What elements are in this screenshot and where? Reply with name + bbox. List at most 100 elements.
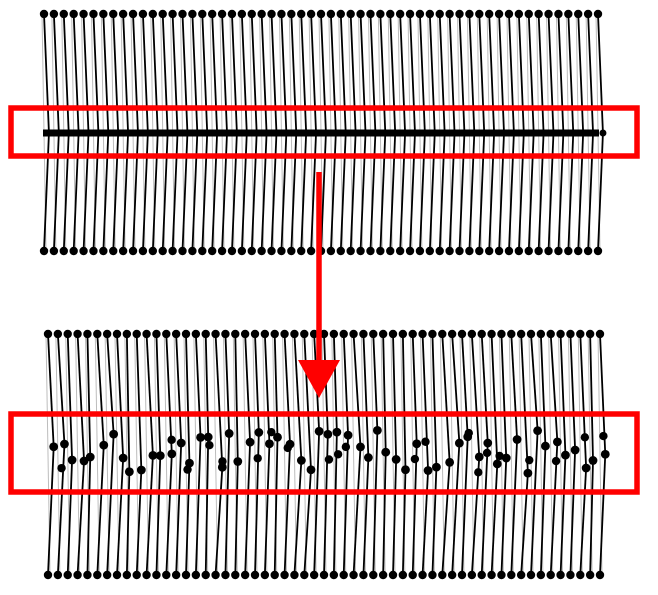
center-dot <box>233 457 243 466</box>
top-head-dot <box>290 329 299 339</box>
chain-upper-segment <box>102 13 110 134</box>
top-head-dot <box>369 329 378 339</box>
chain-upper-segment <box>438 13 446 134</box>
center-dot <box>323 429 333 439</box>
chain-lower-segment <box>224 433 231 576</box>
top-head-dot <box>566 329 575 339</box>
top-head-dot <box>457 329 467 339</box>
chain-lower-segment <box>43 132 50 252</box>
center-dot <box>533 426 543 436</box>
center-dot <box>474 468 483 477</box>
chain-upper-segment <box>392 333 398 460</box>
chain-upper-segment <box>520 333 529 474</box>
center-dot <box>431 129 439 137</box>
chain-upper-segment <box>342 333 349 436</box>
chain-upper-segment <box>72 13 80 134</box>
bottom-head-dot <box>319 570 329 580</box>
bottom-head-dot <box>178 246 187 256</box>
top-head-dot <box>339 329 348 339</box>
top-head-dot <box>162 329 171 339</box>
bottom-head-dot <box>556 570 565 580</box>
bottom-head-dot <box>99 246 108 256</box>
chain-lower-segment <box>280 132 288 252</box>
center-dot <box>333 450 343 459</box>
top-head-dot <box>59 9 68 19</box>
chain-lower-segment <box>142 132 149 252</box>
top-head-dot <box>102 329 112 339</box>
center-dot <box>363 453 373 462</box>
top-head-dot <box>564 9 573 19</box>
center-dot <box>205 440 214 450</box>
chain-lower-segment <box>379 132 387 252</box>
chain-lower-segment <box>577 132 585 252</box>
chain-lower-segment <box>214 467 224 576</box>
bottom-head-dot <box>306 246 316 256</box>
chain-upper-segment <box>86 333 92 458</box>
chain-upper-segment <box>579 333 588 469</box>
top-head-dot <box>168 9 177 19</box>
chain-upper-segment <box>43 13 50 134</box>
chain-lower-segment <box>320 132 327 252</box>
chain-lower-segment <box>587 132 594 252</box>
center-dot <box>600 449 610 459</box>
chain-lower-segment <box>132 132 139 252</box>
top-head-dot <box>79 9 88 19</box>
chain-upper-segment <box>62 13 70 134</box>
top-head-dot <box>504 9 514 19</box>
chain-lower-segment <box>490 463 499 576</box>
chain-lower-segment <box>517 132 525 252</box>
chain-lower-segment <box>478 132 486 252</box>
chain-upper-segment <box>547 13 555 134</box>
top-head-dot <box>336 9 345 19</box>
top-head-dot <box>455 9 464 19</box>
top-head-dot <box>53 329 63 339</box>
bottom-head-dot <box>198 246 207 256</box>
center-dot <box>352 129 360 137</box>
chain-lower-segment <box>52 132 60 252</box>
chain-upper-segment <box>451 333 461 444</box>
top-head-dot <box>435 9 444 19</box>
top-head-dot <box>237 9 247 19</box>
bottom-head-dot <box>514 246 524 256</box>
center-dot <box>176 438 186 448</box>
bottom-head-dot <box>270 570 279 580</box>
chain-lower-segment <box>510 439 518 576</box>
chain-upper-segment <box>96 333 105 446</box>
center-dot <box>432 462 441 472</box>
center-dot <box>283 443 292 453</box>
bottom-head-dot <box>504 246 514 256</box>
chain-lower-segment <box>82 132 90 252</box>
bottom-head-dot <box>356 246 365 256</box>
top-head-dot <box>122 329 132 339</box>
chain-lower-segment <box>263 443 271 576</box>
top-head-dot <box>99 9 108 19</box>
bottom-head-dot <box>526 570 536 580</box>
bottom-head-dot <box>369 570 378 580</box>
top-head-dot <box>593 9 603 19</box>
chain-lower-segment <box>244 442 251 576</box>
bottom-head-dot <box>576 570 585 580</box>
bottom-head-dot <box>297 246 306 256</box>
center-dot <box>253 129 261 137</box>
center-dot <box>49 442 59 452</box>
bottom-head-dot <box>326 246 336 256</box>
chain-upper-segment <box>557 13 565 134</box>
center-dot <box>410 454 420 464</box>
center-dot <box>253 454 262 463</box>
top-head-dot <box>297 9 306 19</box>
center-dot <box>530 129 538 137</box>
chain-upper-segment <box>191 13 199 134</box>
center-dot <box>561 450 570 460</box>
top-head-dot <box>300 329 309 339</box>
top-head-dot <box>534 9 543 19</box>
top-head-dot <box>514 9 524 19</box>
bottom-head-dot <box>438 570 447 580</box>
chain-lower-segment <box>240 132 248 252</box>
top-head-dot <box>359 329 368 339</box>
bottom-head-dot <box>516 570 526 580</box>
top-head-dot <box>319 329 329 339</box>
top-head-dot <box>388 329 398 339</box>
chain-upper-segment <box>411 333 418 444</box>
chain-lower-segment <box>310 132 317 252</box>
chain-upper-segment <box>290 13 298 134</box>
